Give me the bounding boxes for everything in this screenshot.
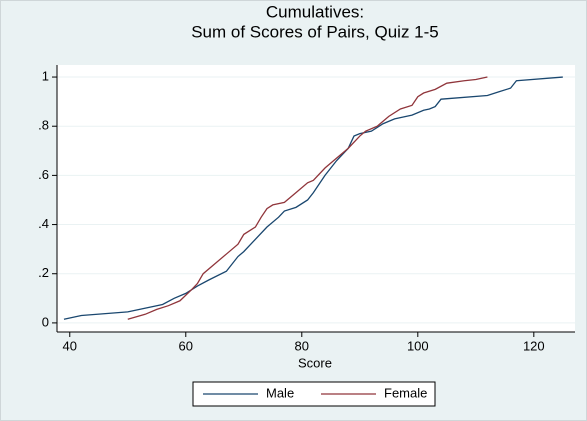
y-tick-label: .8 [38,118,49,133]
y-tick-label: .2 [38,265,49,280]
legend-label: Male [266,385,294,400]
y-tick-label: .6 [38,167,49,182]
x-tick-label: 100 [407,338,429,353]
x-axis-label: Score [298,355,332,370]
x-tick-label: 120 [523,338,545,353]
line-series [127,76,488,320]
chart-title: Sum of Scores of Pairs, Quiz 1-5 [191,22,439,41]
chart-title: Cumulatives: [266,2,364,21]
line-series [63,76,563,320]
x-tick-label: 40 [63,338,77,353]
y-tick-label: 0 [42,314,49,329]
legend-label: Female [384,385,427,400]
y-tick-label: 1 [42,68,49,83]
plot-region [57,65,575,332]
x-tick-label: 60 [179,338,193,353]
x-tick-label: 80 [295,338,309,353]
y-tick-label: .4 [38,216,49,231]
